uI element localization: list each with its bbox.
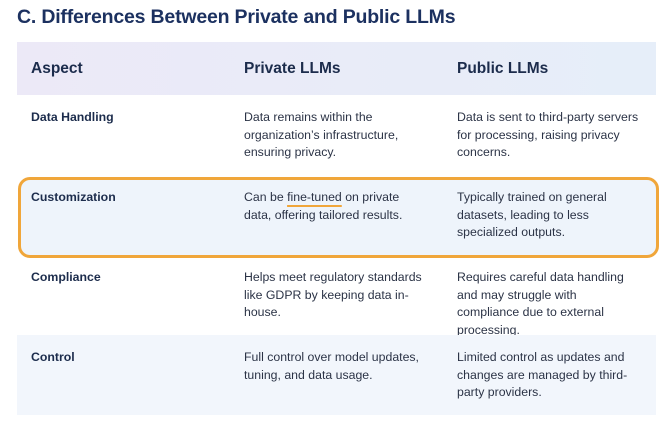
text: Can be (244, 190, 288, 204)
header-cell: Public LLMs (457, 60, 549, 77)
text: on private data, offering tailored resul… (244, 190, 403, 222)
table-cell: Data Handling (31, 110, 114, 124)
table-cell: Data remains within the organization’s i… (244, 110, 399, 159)
table-cell: Helps meet regulatory standards like GDP… (244, 270, 422, 319)
table-cell: Compliance (31, 270, 101, 284)
header-cell: Aspect (31, 60, 83, 77)
table-cell: Full control over model updates, tuning,… (244, 350, 419, 382)
table-row: Data Handling Data remains within the org… (17, 95, 656, 175)
header-row: Aspect Private LLMs Public LLMs (17, 42, 656, 95)
table-cell: Limited control as updates and changes a… (457, 350, 628, 399)
header-cell: Private LLMs (244, 60, 341, 77)
table-cell: Customization (31, 190, 116, 204)
comparison-table: Aspect Private LLMs Public LLMs Data Handl… (17, 42, 659, 415)
table-row: Compliance Helps meet regulatory standard… (17, 255, 656, 337)
table-cell: Can be fine-tuned on private data, offer… (244, 189, 426, 224)
table-cell: Requires careful data handling and may s… (457, 270, 624, 337)
highlighted-term: fine-tuned (287, 190, 342, 204)
table-cell: Data is sent to third-party servers for … (457, 110, 639, 159)
heading: C. Differences Between Private and Publi… (17, 6, 456, 28)
table-row: Customization Can be fine-tuned on privat… (17, 175, 656, 255)
table-cell: Typically trained on general datasets, l… (457, 190, 607, 239)
table-row: Control Full control over model updates, … (17, 335, 656, 415)
table-cell: Control (31, 350, 75, 364)
highlight-box (18, 177, 659, 258)
